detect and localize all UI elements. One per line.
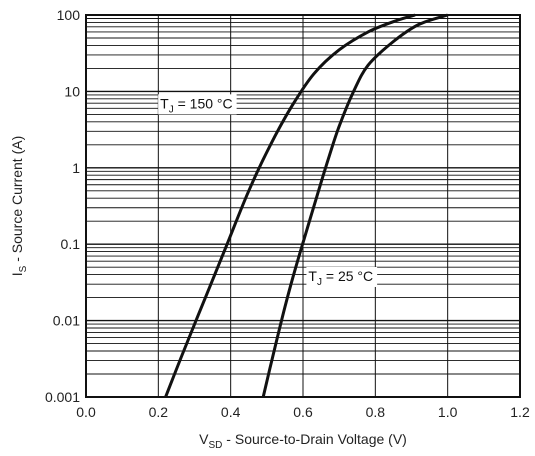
plot-frame	[85, 14, 521, 398]
y-tick-label: 1	[72, 160, 80, 176]
y-axis-label: IS - Source Current (A)	[9, 136, 29, 277]
x-tick-labels: 0.0 0.2 0.4 0.6 0.8 1.0 1.2	[76, 404, 530, 420]
y-tick-label: 100	[57, 7, 81, 23]
label-tj-150c: TJ = 150 °C	[160, 95, 232, 115]
x-tick-label: 0.6	[293, 404, 313, 420]
x-tick-label: 0.8	[366, 404, 386, 420]
x-axis-label: VSD - Source-to-Drain Voltage (V)	[199, 431, 407, 451]
x-tick-label: 1.0	[438, 404, 458, 420]
grid	[86, 14, 520, 397]
label-tj-150c-background	[158, 94, 237, 115]
y-tick-label: 10	[64, 83, 80, 99]
y-axis-label-sub: S	[18, 265, 29, 272]
x-tick-label: 1.2	[510, 404, 530, 420]
x-axis-label-main: V	[199, 431, 209, 447]
x-tick-label: 0.0	[76, 404, 96, 420]
y-axis-label-rest: - Source Current (A)	[9, 136, 25, 266]
label-tj-25c: TJ = 25 °C	[308, 268, 373, 288]
x-tick-label: 0.2	[149, 404, 169, 420]
curve-tj-25c	[261, 13, 449, 398]
y-tick-labels: 0.001 0.01 0.1 1 10 100	[45, 7, 80, 405]
y-tick-label: 0.001	[45, 389, 80, 405]
y-tick-label: 0.01	[53, 313, 80, 329]
x-axis-label-sub: SD	[209, 440, 223, 451]
y-axis-label-main: I	[9, 272, 25, 276]
label-tj-25c-background	[306, 266, 378, 287]
curve-labels: TJ = 150 °C TJ = 25 °C	[158, 94, 378, 288]
curves	[164, 13, 449, 398]
x-tick-label: 0.4	[221, 404, 241, 420]
y-tick-label: 0.1	[61, 236, 81, 252]
x-axis-label-rest: - Source-to-Drain Voltage (V)	[222, 431, 406, 447]
curve-tj-150c	[164, 13, 416, 398]
